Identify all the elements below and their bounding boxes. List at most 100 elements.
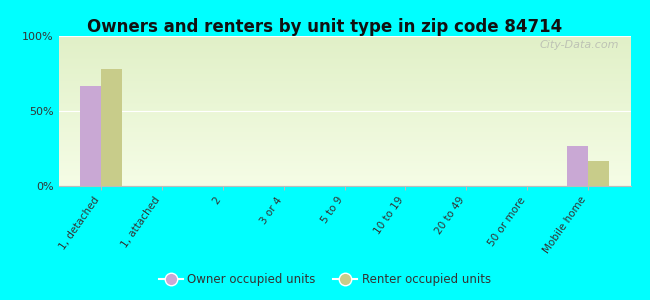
Bar	[58, 85, 630, 86]
Bar	[58, 126, 630, 127]
Bar	[588, 160, 609, 186]
Bar	[58, 99, 630, 100]
Bar	[58, 100, 630, 101]
Bar	[58, 60, 630, 61]
Bar	[58, 169, 630, 170]
Bar	[58, 137, 630, 138]
Bar	[58, 146, 630, 147]
Bar	[58, 138, 630, 139]
Bar	[58, 87, 630, 88]
Bar	[58, 139, 630, 140]
Bar	[58, 171, 630, 172]
Bar	[58, 108, 630, 109]
Bar	[58, 67, 630, 68]
Bar	[58, 132, 630, 133]
Bar	[58, 73, 630, 74]
Bar	[58, 119, 630, 120]
Bar	[58, 160, 630, 161]
Bar	[58, 113, 630, 114]
Bar	[58, 39, 630, 40]
Bar	[58, 69, 630, 70]
Bar	[58, 106, 630, 107]
Bar	[58, 148, 630, 149]
Bar	[58, 62, 630, 63]
Bar	[58, 150, 630, 151]
Bar	[58, 131, 630, 132]
Bar	[58, 155, 630, 156]
Bar	[58, 114, 630, 115]
Bar	[58, 127, 630, 128]
Bar	[58, 122, 630, 123]
Bar	[58, 63, 630, 64]
Bar	[58, 125, 630, 126]
Bar	[58, 78, 630, 79]
Bar	[58, 135, 630, 136]
Bar	[58, 94, 630, 95]
Bar	[58, 70, 630, 71]
Bar	[58, 51, 630, 52]
Bar	[58, 163, 630, 164]
Bar	[58, 160, 630, 161]
Bar	[58, 52, 630, 53]
Bar	[58, 156, 630, 157]
Bar	[58, 179, 630, 180]
Bar	[58, 98, 630, 99]
Bar	[58, 93, 630, 94]
Bar	[58, 97, 630, 98]
Bar	[58, 177, 630, 178]
Bar	[58, 36, 630, 37]
Bar	[58, 134, 630, 135]
Bar	[58, 112, 630, 113]
Bar	[58, 142, 630, 143]
Bar	[58, 165, 630, 166]
Bar	[58, 133, 630, 134]
Bar	[58, 181, 630, 182]
Bar	[58, 40, 630, 41]
Bar	[58, 47, 630, 48]
Bar	[58, 95, 630, 96]
Bar	[58, 96, 630, 97]
Bar	[58, 110, 630, 111]
Bar	[58, 128, 630, 129]
Bar	[58, 124, 630, 125]
Bar	[58, 68, 630, 69]
Legend: Owner occupied units, Renter occupied units: Owner occupied units, Renter occupied un…	[154, 269, 496, 291]
Bar	[58, 80, 630, 81]
Bar	[58, 143, 630, 144]
Bar	[58, 115, 630, 116]
Bar	[58, 83, 630, 84]
Bar	[58, 77, 630, 78]
Bar	[58, 173, 630, 174]
Bar	[58, 105, 630, 106]
Bar	[58, 72, 630, 73]
Bar	[58, 185, 630, 186]
Bar	[58, 90, 630, 91]
Bar	[58, 101, 630, 102]
Bar	[58, 182, 630, 183]
Bar	[58, 123, 630, 124]
Bar	[58, 38, 630, 39]
Bar	[58, 91, 630, 92]
Bar	[58, 176, 630, 177]
Bar	[58, 184, 630, 185]
Bar	[58, 79, 630, 80]
Bar	[58, 53, 630, 54]
Bar	[58, 64, 630, 65]
Bar	[58, 175, 630, 176]
Bar	[58, 45, 630, 46]
Bar	[58, 58, 630, 59]
Bar	[58, 159, 630, 160]
Bar	[58, 81, 630, 82]
Bar	[58, 50, 630, 51]
Bar	[58, 118, 630, 119]
Bar	[58, 74, 630, 75]
Bar	[58, 116, 630, 117]
Bar	[58, 86, 630, 87]
Bar	[58, 42, 630, 43]
Bar	[58, 162, 630, 163]
Bar	[58, 76, 630, 77]
Bar	[58, 92, 630, 93]
Bar	[58, 82, 630, 83]
Bar	[58, 66, 630, 67]
Bar	[58, 167, 630, 168]
